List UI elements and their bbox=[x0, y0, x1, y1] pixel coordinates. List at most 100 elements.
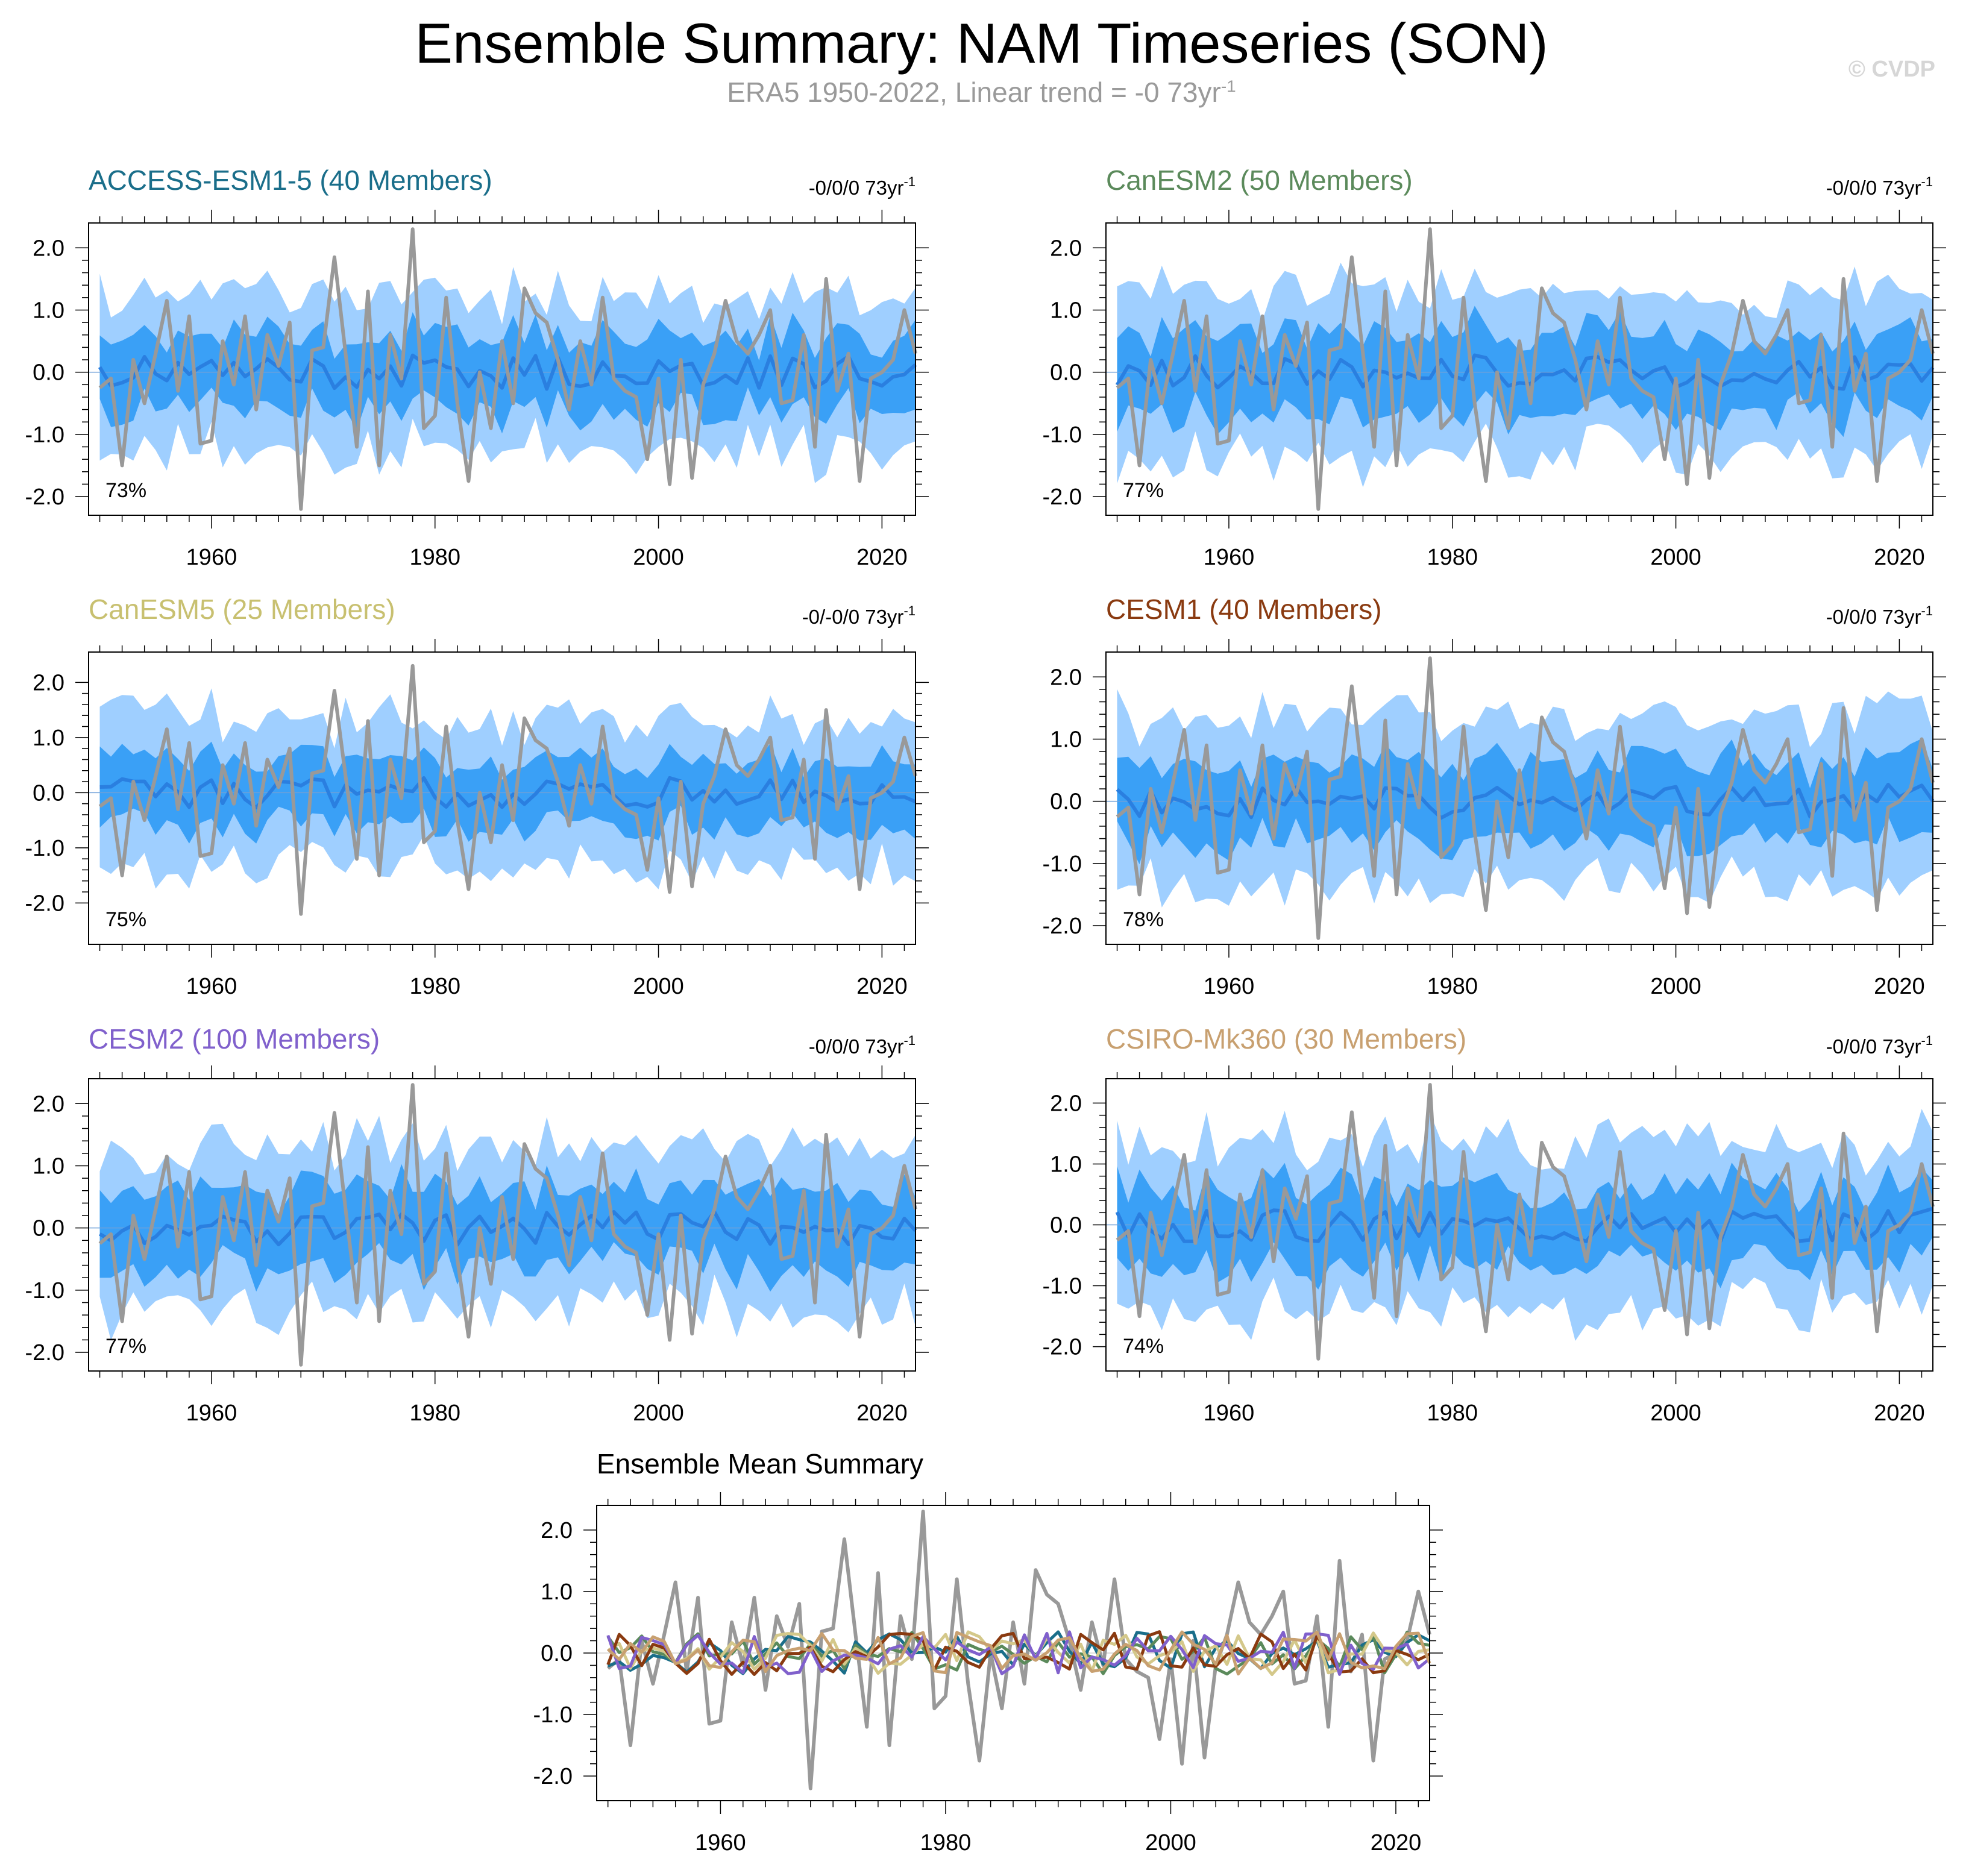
y-tick-label: 1.0 bbox=[1050, 727, 1082, 752]
y-tick-label: -2.0 bbox=[1043, 914, 1082, 939]
trend-value: -0/0/0 73yr bbox=[1826, 1035, 1921, 1058]
y-tick-label: 1.0 bbox=[33, 726, 64, 751]
y-tick-label: 1.0 bbox=[541, 1580, 573, 1605]
x-tick-label: 2020 bbox=[856, 974, 908, 999]
y-tick-label: 2.0 bbox=[1050, 665, 1082, 690]
trend-superscript: -1 bbox=[903, 174, 916, 189]
copyright-watermark: © CVDP bbox=[1848, 57, 1935, 82]
ensemble-mean-canesm5 bbox=[607, 1630, 1430, 1677]
obs-line-era5 bbox=[98, 1083, 917, 1367]
x-tick-label: 2000 bbox=[633, 1401, 684, 1426]
x-tick-label: 2000 bbox=[633, 974, 684, 999]
x-tick-label: 2000 bbox=[1650, 974, 1701, 999]
x-tick-label: 1980 bbox=[1427, 974, 1478, 999]
x-tick-label: 1960 bbox=[1204, 545, 1255, 570]
percent-label: 77% bbox=[105, 1335, 146, 1358]
y-tick-label: -1.0 bbox=[1043, 422, 1082, 448]
panel-5: 1960 1980 2000 2020 2.0 1.0 0.0 -1.0 -2.0 CESM2 (… bbox=[25, 1023, 929, 1426]
x-tick-label: 1960 bbox=[186, 974, 237, 999]
x-tick-label: 1960 bbox=[1204, 974, 1255, 999]
x-tick-label: 2020 bbox=[856, 545, 908, 570]
subtitle-text: ERA5 1950-2022, Linear trend = -0 73yr bbox=[727, 77, 1221, 108]
y-tick-label: 0.0 bbox=[1050, 789, 1082, 815]
x-tick-label: 1980 bbox=[409, 974, 460, 999]
obs-line-era5 bbox=[98, 227, 917, 511]
y-tick-label: -2.0 bbox=[25, 891, 64, 916]
y-tick-label: -2.0 bbox=[25, 1340, 64, 1366]
percent-label: 77% bbox=[1123, 479, 1164, 502]
x-tick-label: 1980 bbox=[409, 545, 460, 570]
trend-text: -0/0/0 73yr-1 bbox=[809, 174, 916, 199]
y-tick-label: 1.0 bbox=[1050, 298, 1082, 323]
x-tick-label: 2000 bbox=[633, 545, 684, 570]
panel-2: 1960 1980 2000 2020 2.0 1.0 0.0 -1.0 -2.0 CanESM2… bbox=[1043, 165, 1946, 570]
y-tick-label: -1.0 bbox=[25, 1278, 64, 1303]
percent-label: 74% bbox=[1123, 1335, 1164, 1358]
x-tick-label: 1980 bbox=[1427, 545, 1478, 570]
trend-text: -0/0/0 73yr-1 bbox=[809, 1033, 916, 1058]
x-tick-label: 1980 bbox=[409, 1401, 460, 1426]
y-tick-label: 2.0 bbox=[33, 236, 64, 261]
trend-value: -0/0/0 73yr bbox=[1826, 606, 1921, 628]
trend-superscript: -1 bbox=[903, 603, 916, 618]
y-tick-label: -2.0 bbox=[1043, 1335, 1082, 1360]
x-tick-label: 2020 bbox=[1371, 1830, 1422, 1856]
panel-title: CESM1 (40 Members) bbox=[1106, 594, 1382, 625]
x-tick-label: 2020 bbox=[1874, 1401, 1925, 1426]
trend-superscript: -1 bbox=[1921, 603, 1933, 618]
trend-text: -0/0/0 73yr-1 bbox=[1826, 174, 1933, 199]
x-tick-label: 1960 bbox=[1204, 1401, 1255, 1426]
panel-title: CanESM5 (25 Members) bbox=[89, 594, 395, 625]
y-tick-label: -2.0 bbox=[25, 485, 64, 510]
y-tick-label: -1.0 bbox=[1043, 852, 1082, 877]
x-tick-label: 1960 bbox=[695, 1830, 746, 1856]
y-tick-label: 2.0 bbox=[541, 1518, 573, 1543]
panel-1: 1960 1980 2000 2020 2.0 1.0 0.0 -1.0 -2.0 ACCESS-… bbox=[25, 165, 929, 570]
y-tick-label: 2.0 bbox=[1050, 1091, 1082, 1116]
y-tick-label: 0.0 bbox=[33, 360, 64, 386]
x-tick-label: 2000 bbox=[1650, 545, 1701, 570]
y-tick-label: 1.0 bbox=[33, 1153, 64, 1179]
x-tick-label: 2020 bbox=[856, 1401, 908, 1426]
trend-value: -0/0/0 73yr bbox=[1826, 177, 1921, 199]
panel-title: ACCESS-ESM1-5 (40 Members) bbox=[89, 165, 492, 196]
y-tick-label: 1.0 bbox=[1050, 1152, 1082, 1177]
y-tick-label: -1.0 bbox=[533, 1702, 573, 1728]
ensemble-mean-cesm2 bbox=[606, 1630, 1431, 1676]
y-tick-label: 0.0 bbox=[1050, 1213, 1082, 1238]
trend-value: -0/-0/0 73yr bbox=[802, 606, 904, 628]
y-tick-label: 2.0 bbox=[33, 1091, 64, 1117]
y-tick-label: -1.0 bbox=[25, 836, 64, 861]
y-tick-label: 1.0 bbox=[33, 298, 64, 323]
panel-4: 1960 1980 2000 2020 2.0 1.0 0.0 -1.0 -2.0 CESM1 (… bbox=[1043, 594, 1946, 999]
trend-superscript: -1 bbox=[1921, 1033, 1933, 1048]
figure-subtitle: ERA5 1950-2022, Linear trend = -0 73yr-1 bbox=[0, 76, 1963, 108]
y-tick-label: -2.0 bbox=[1043, 485, 1082, 510]
panel-7: 1960 1980 2000 2020 2.0 1.0 0.0 -1.0 -2.0 Ensembl… bbox=[533, 1448, 1443, 1856]
trend-text: -0/0/0 73yr-1 bbox=[1826, 603, 1933, 628]
y-tick-label: 2.0 bbox=[33, 670, 64, 695]
x-tick-label: 1980 bbox=[1427, 1401, 1478, 1426]
ensemble-mean-csiro-mk360 bbox=[607, 1630, 1431, 1676]
obs-line-era5 bbox=[1116, 227, 1935, 511]
y-tick-label: 0.0 bbox=[33, 780, 64, 806]
y-tick-label: 2.0 bbox=[1050, 236, 1082, 261]
x-tick-label: 1960 bbox=[186, 1401, 237, 1426]
y-tick-label: 0.0 bbox=[1050, 360, 1082, 386]
obs-line-era5 bbox=[1116, 1083, 1935, 1361]
panel-title: CSIRO-Mk360 (30 Members) bbox=[1106, 1023, 1466, 1055]
y-tick-label: -2.0 bbox=[533, 1764, 573, 1789]
panel-title: CanESM2 (50 Members) bbox=[1106, 165, 1413, 196]
panel-title: CESM2 (100 Members) bbox=[89, 1023, 380, 1055]
x-tick-label: 1980 bbox=[920, 1830, 972, 1856]
x-tick-label: 2000 bbox=[1145, 1830, 1196, 1856]
subtitle-superscript: -1 bbox=[1220, 77, 1236, 96]
x-tick-label: 2020 bbox=[1874, 545, 1925, 570]
obs-line-era5 bbox=[98, 664, 917, 916]
percent-label: 78% bbox=[1123, 908, 1164, 931]
panel-3: 1960 1980 2000 2020 2.0 1.0 0.0 -1.0 -2.0 CanESM5… bbox=[25, 594, 929, 999]
x-tick-label: 2020 bbox=[1874, 974, 1925, 999]
y-tick-label: 0.0 bbox=[33, 1216, 64, 1241]
trend-value: -0/0/0 73yr bbox=[809, 1035, 904, 1058]
